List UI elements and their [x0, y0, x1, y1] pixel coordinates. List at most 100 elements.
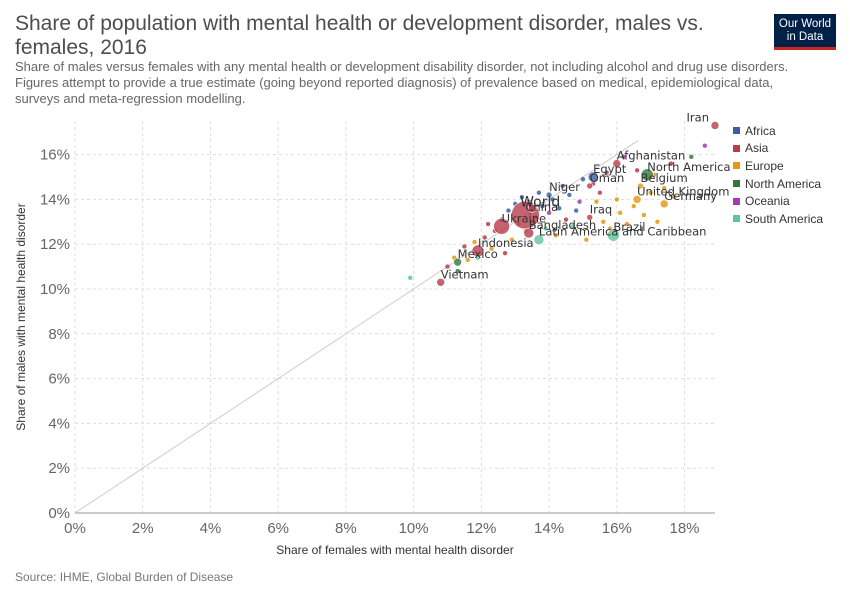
legend-swatch: [733, 144, 740, 152]
legend-swatch: [733, 197, 740, 205]
diagonal-reference-line: [74, 140, 639, 514]
data-point: [641, 212, 647, 218]
legend-item[interactable]: Asia: [733, 140, 823, 158]
legend-label: South America: [745, 211, 824, 226]
data-point-labeled: [637, 182, 644, 190]
owid-logo[interactable]: Our World in Data: [774, 14, 836, 50]
x-tick-label: 8%: [335, 520, 357, 537]
data-point: [472, 239, 477, 245]
legend-label: Africa: [745, 123, 776, 138]
data-point: [482, 235, 487, 240]
legend-item[interactable]: South America: [733, 210, 823, 228]
data-point: [445, 264, 450, 269]
data-point: [604, 170, 609, 175]
data-point: [455, 268, 460, 274]
data-point-labeled: [586, 182, 594, 190]
data-point: [689, 154, 694, 160]
data-point-labeled: [640, 168, 654, 182]
data-point: [509, 237, 515, 242]
data-point: [614, 197, 619, 202]
point-label: Bangladesh: [529, 218, 596, 232]
data-point: [465, 257, 471, 263]
data-point: [617, 210, 623, 216]
chart-title: Share of population with mental health o…: [15, 12, 704, 59]
data-point-labeled: [523, 227, 535, 239]
y-tick-label: 16%: [40, 147, 70, 164]
data-point: [634, 168, 640, 173]
data-point: [655, 219, 660, 224]
source-note: Source: IHME, Global Burden of Disease: [15, 570, 234, 584]
x-tick-label: 4%: [200, 520, 222, 537]
x-tick-label: 14%: [534, 520, 564, 537]
x-tick-label: 0%: [64, 520, 86, 537]
y-axis-label: Share of males with mental health disord…: [14, 203, 28, 430]
x-tick-label: 10%: [399, 520, 429, 537]
y-tick-label: 0%: [48, 505, 70, 522]
data-point: [489, 246, 494, 251]
point-label: Brazil: [613, 220, 645, 234]
data-point: [557, 206, 562, 211]
data-point: [550, 197, 555, 202]
data-point: [672, 194, 677, 200]
legend-swatch: [733, 162, 740, 170]
data-point: [519, 194, 525, 200]
data-point: [570, 224, 575, 229]
point-label: North America: [647, 160, 730, 174]
data-point: [560, 183, 565, 189]
data-point-labeled: [659, 199, 669, 209]
y-tick-label: 8%: [48, 326, 70, 343]
y-tick-label: 6%: [48, 371, 70, 388]
point-label: Egypt: [593, 162, 627, 176]
data-point: [553, 233, 559, 238]
data-point: [631, 203, 636, 209]
data-point: [502, 250, 508, 256]
point-label: Iran: [687, 110, 709, 124]
grid-layer: [74, 121, 715, 514]
y-tick-label: 10%: [40, 281, 70, 298]
legend-item[interactable]: Europe: [733, 157, 823, 175]
point-label: Mexico: [458, 247, 498, 261]
data-point-labeled: [471, 244, 485, 258]
point-label: Niger: [549, 180, 580, 194]
point-label: Indonesia: [478, 236, 534, 250]
data-point-labeled: [453, 257, 462, 267]
point-layer: [408, 121, 720, 287]
logo-line-2: in Data: [786, 31, 824, 43]
data-point: [540, 203, 545, 209]
point-label: Belgium: [641, 171, 688, 185]
data-point: [597, 190, 603, 195]
x-tick-label: 16%: [602, 520, 632, 537]
legend-swatch: [733, 215, 740, 223]
logo-accent-bar: [774, 47, 836, 50]
data-point-labeled: [587, 171, 599, 183]
data-point: [485, 221, 491, 227]
x-tick-label: 6%: [267, 520, 289, 537]
data-point: [584, 237, 589, 242]
legend-item[interactable]: Oceania: [733, 192, 823, 210]
data-point: [546, 210, 552, 216]
data-point-labeled: [527, 204, 537, 213]
data-point: [702, 143, 708, 148]
point-label: World: [520, 194, 560, 210]
data-point: [577, 199, 582, 204]
data-point: [624, 221, 630, 227]
data-point-labeled: [710, 121, 720, 130]
data-point-labeled: [493, 217, 510, 235]
data-point: [580, 177, 586, 182]
data-point: [408, 275, 413, 280]
x-tick-label: 18%: [670, 520, 700, 537]
data-point: [662, 186, 667, 191]
legend-label: Asia: [745, 141, 769, 156]
y-tick-label: 12%: [40, 236, 70, 253]
data-point: [563, 217, 569, 222]
legend-item[interactable]: North America: [733, 175, 823, 193]
legend-item[interactable]: Africa: [733, 122, 823, 140]
legend-swatch: [733, 180, 740, 188]
point-label: Ukraine: [502, 211, 546, 225]
point-label: Afghanistan: [617, 149, 685, 163]
legend: Africa Asia Europe North America Oceania Sout…: [733, 122, 823, 228]
y-tick-label: 14%: [40, 191, 70, 208]
data-point-labeled: [612, 159, 622, 168]
